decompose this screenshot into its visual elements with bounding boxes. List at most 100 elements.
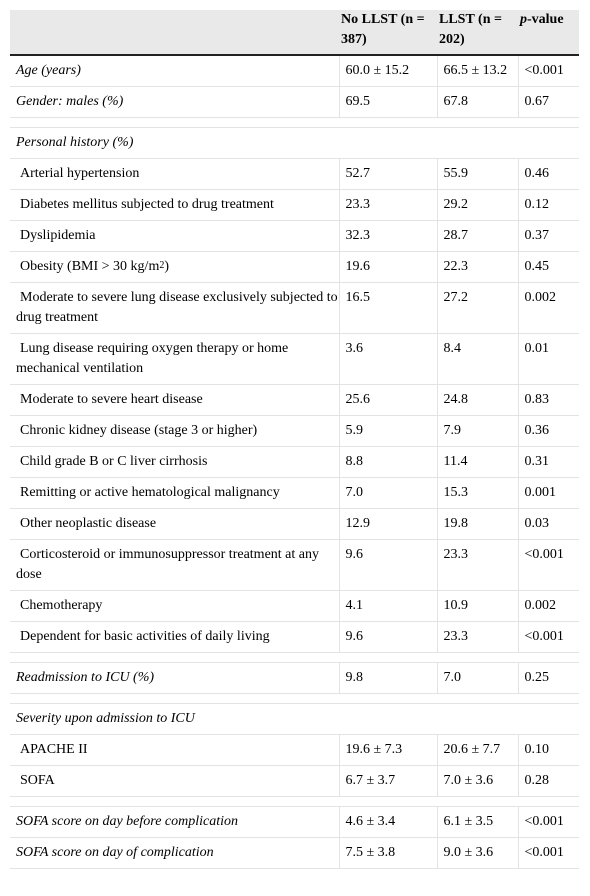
row-label-sofa: SOFA (10, 765, 339, 797)
cell-no-llst: 69.5 (338, 86, 437, 118)
cell-p-value: 0.10 (517, 734, 579, 766)
section-personal-history: Personal history (%) (10, 127, 579, 159)
cell-llst: 10.9 (436, 590, 518, 622)
obesity-label-text: Obesity (BMI > 30 kg/m (20, 259, 160, 274)
table-row: SOFA score on day before complication 4.… (10, 806, 579, 838)
header-llst: LLST (n = 202) (437, 10, 518, 56)
row-label-heart: Moderate to severe heart disease (10, 384, 339, 416)
section-row: Severity upon admission to ICU (10, 703, 579, 735)
row-label-readmission: Readmission to ICU (%) (10, 662, 339, 694)
cell-llst: 28.7 (436, 220, 518, 252)
row-label-sofa-before: SOFA score on day before complication (10, 806, 339, 838)
table-row: SOFA 6.7 ± 3.7 7.0 ± 3.6 0.28 (10, 765, 579, 797)
cell-llst: 23.3 (436, 621, 518, 653)
cell-llst: 7.0 ± 3.6 (436, 765, 518, 797)
cell-no-llst: 16.5 (338, 282, 437, 334)
cell-llst: 19.8 (436, 508, 518, 540)
table-row: Chronic kidney disease (stage 3 or highe… (10, 415, 579, 447)
cell-llst: 66.5 ± 13.2 (436, 55, 518, 87)
table-row: Corticosteroid or immunosuppressor treat… (10, 539, 579, 591)
cell-no-llst: 19.6 (338, 251, 437, 283)
cell-p-value: 0.03 (517, 508, 579, 540)
cell-no-llst: 23.3 (338, 189, 437, 221)
cell-no-llst: 8.8 (338, 446, 437, 478)
cell-no-llst: 4.6 ± 3.4 (338, 806, 437, 838)
obesity-superscript: 2 (159, 260, 165, 271)
cell-p-value: 0.37 (517, 220, 579, 252)
header-no-llst: No LLST (n = 387) (339, 10, 437, 56)
spacer-row (10, 652, 579, 663)
cell-p-value: 0.67 (517, 86, 579, 118)
cell-no-llst: 5.9 (338, 415, 437, 447)
cell-no-llst: 7.0 (338, 477, 437, 509)
spacer-row (10, 117, 579, 128)
header-p-italic: p (520, 12, 527, 27)
cell-no-llst: 6.7 ± 3.7 (338, 765, 437, 797)
cell-llst: 27.2 (436, 282, 518, 334)
row-label-lung-moderate: Moderate to severe lung disease exclusiv… (10, 282, 339, 334)
row-label-dependent: Dependent for basic activities of daily … (10, 621, 339, 653)
cell-no-llst: 52.7 (338, 158, 437, 190)
comparison-table: No LLST (n = 387) LLST (n = 202) p-value… (10, 10, 579, 869)
cell-no-llst: 60.0 ± 15.2 (338, 55, 437, 87)
row-label-corticosteroid: Corticosteroid or immunosuppressor treat… (10, 539, 339, 591)
row-label-chemotherapy: Chemotherapy (10, 590, 339, 622)
cell-llst: 8.4 (436, 333, 518, 385)
cell-p-value: 0.001 (517, 477, 579, 509)
cell-no-llst: 9.8 (338, 662, 437, 694)
table-row: Age (years) 60.0 ± 15.2 66.5 ± 13.2 <0.0… (10, 55, 579, 87)
cell-llst: 22.3 (436, 251, 518, 283)
table-row: Remitting or active hematological malign… (10, 477, 579, 509)
cell-p-value: 0.45 (517, 251, 579, 283)
cell-p-value: 0.83 (517, 384, 579, 416)
cell-no-llst: 12.9 (338, 508, 437, 540)
table-row: Diabetes mellitus subjected to drug trea… (10, 189, 579, 221)
row-label-liver: Child grade B or C liver cirrhosis (10, 446, 339, 478)
cell-p-value: <0.001 (517, 55, 579, 87)
cell-llst: 9.0 ± 3.6 (436, 837, 518, 869)
row-label-gender: Gender: males (%) (10, 86, 339, 118)
table-row: Obesity (BMI > 30 kg/m2) 19.6 22.3 0.45 (10, 251, 579, 283)
cell-p-value: 0.01 (517, 333, 579, 385)
row-label-hematological: Remitting or active hematological malign… (10, 477, 339, 509)
cell-no-llst: 3.6 (338, 333, 437, 385)
table-row: Chemotherapy 4.1 10.9 0.002 (10, 590, 579, 622)
cell-no-llst: 19.6 ± 7.3 (338, 734, 437, 766)
table-row: Gender: males (%) 69.5 67.8 0.67 (10, 86, 579, 118)
header-p-suffix: -value (527, 12, 564, 27)
section-row: Personal history (%) (10, 127, 579, 159)
spacer-row (10, 796, 579, 807)
row-label-apache: APACHE II (10, 734, 339, 766)
cell-p-value: 0.002 (517, 282, 579, 334)
cell-no-llst: 7.5 ± 3.8 (338, 837, 437, 869)
cell-p-value: 0.36 (517, 415, 579, 447)
table-row: Arterial hypertension 52.7 55.9 0.46 (10, 158, 579, 190)
cell-p-value: 0.31 (517, 446, 579, 478)
header-label-cell (10, 10, 339, 56)
header-p-value: p-value (518, 10, 579, 56)
table-header-row: No LLST (n = 387) LLST (n = 202) p-value (10, 10, 579, 56)
table-row: Lung disease requiring oxygen therapy or… (10, 333, 579, 385)
data-table-container: No LLST (n = 387) LLST (n = 202) p-value… (10, 10, 579, 869)
section-severity: Severity upon admission to ICU (10, 703, 579, 735)
cell-no-llst: 4.1 (338, 590, 437, 622)
table-row: Moderate to severe heart disease 25.6 24… (10, 384, 579, 416)
cell-llst: 7.9 (436, 415, 518, 447)
cell-llst: 29.2 (436, 189, 518, 221)
cell-llst: 24.8 (436, 384, 518, 416)
cell-p-value: 0.25 (517, 662, 579, 694)
cell-p-value: 0.002 (517, 590, 579, 622)
row-label-sofa-day: SOFA score on day of complication (10, 837, 339, 869)
cell-llst: 20.6 ± 7.7 (436, 734, 518, 766)
cell-p-value: 0.28 (517, 765, 579, 797)
table-row: Other neoplastic disease 12.9 19.8 0.03 (10, 508, 579, 540)
cell-p-value: <0.001 (517, 806, 579, 838)
table-row: SOFA score on day of complication 7.5 ± … (10, 837, 579, 869)
cell-llst: 55.9 (436, 158, 518, 190)
cell-llst: 7.0 (436, 662, 518, 694)
table-row: Readmission to ICU (%) 9.8 7.0 0.25 (10, 662, 579, 694)
cell-p-value: <0.001 (517, 837, 579, 869)
cell-llst: 11.4 (436, 446, 518, 478)
row-label-neoplastic: Other neoplastic disease (10, 508, 339, 540)
row-label-lung-oxygen: Lung disease requiring oxygen therapy or… (10, 333, 339, 385)
